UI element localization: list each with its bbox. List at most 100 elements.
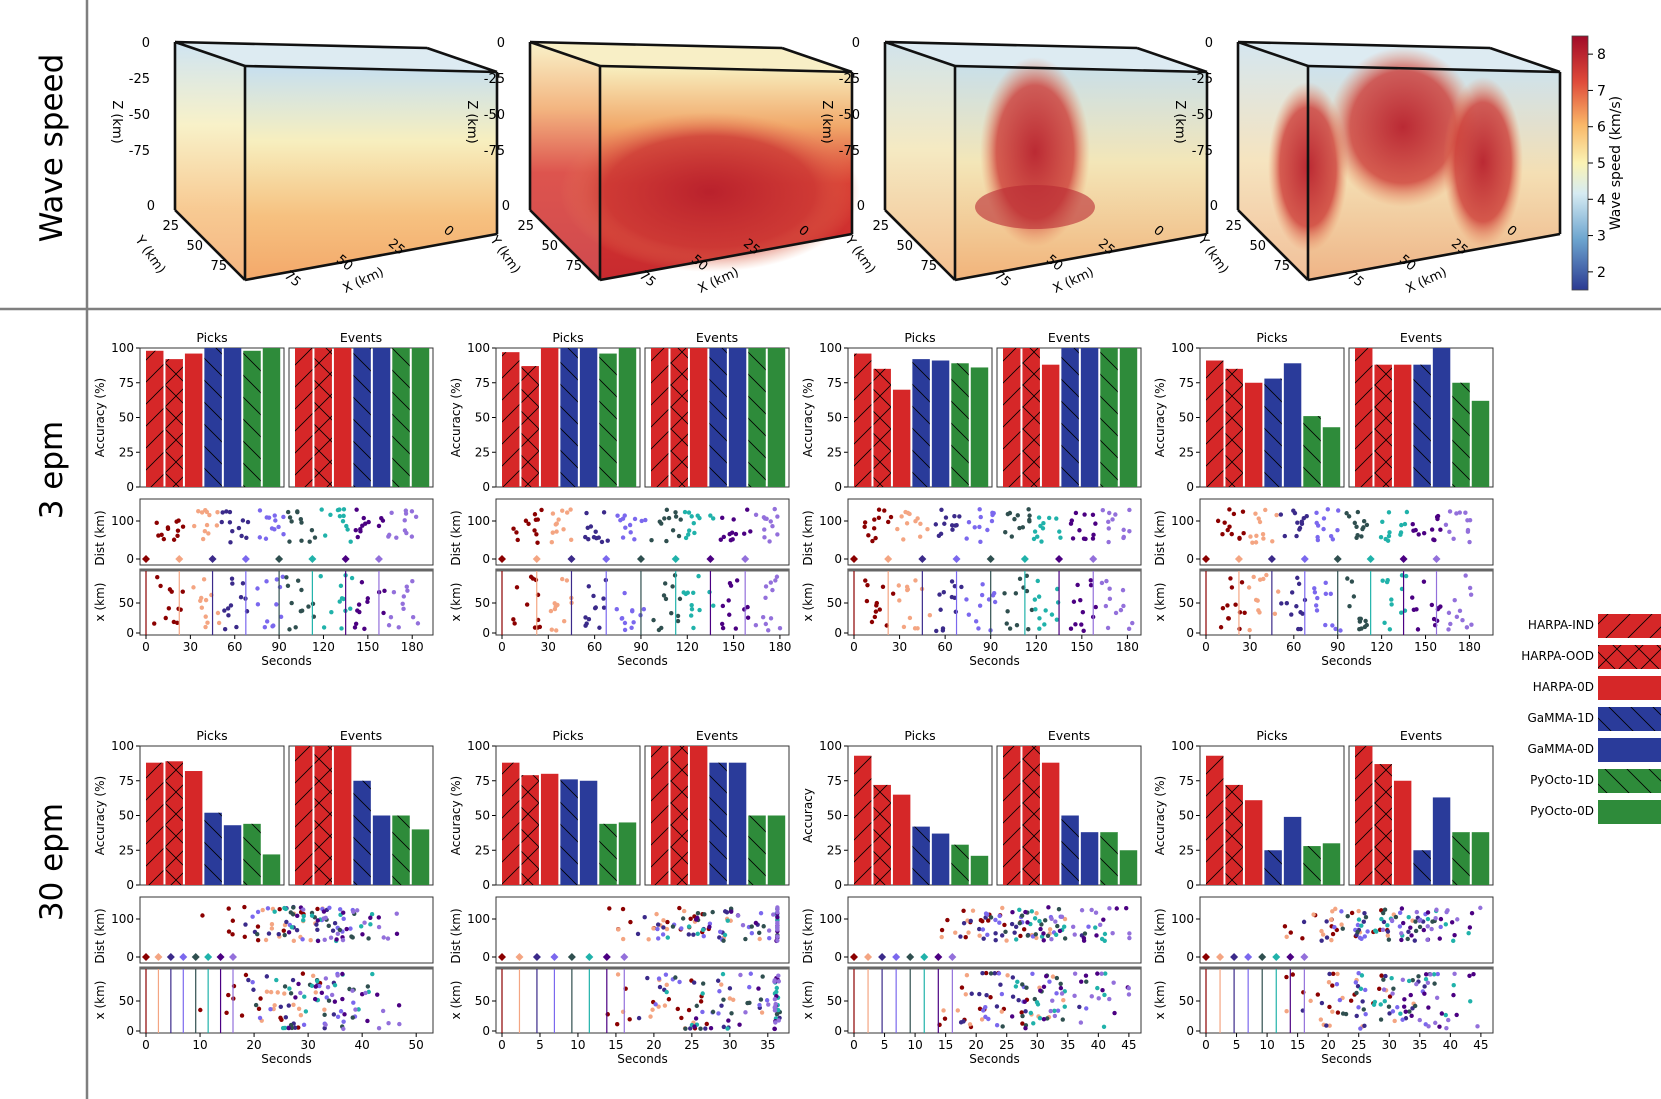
x-pick-point [1355, 984, 1361, 989]
dist-pick-point [1330, 931, 1336, 937]
bar-hatch [854, 353, 872, 487]
x-pick-point [1033, 607, 1038, 612]
dist-pick-point [632, 537, 637, 542]
dist-pick-point [1047, 927, 1053, 932]
dist-pick-point [766, 928, 772, 933]
dist-pick-point [1073, 510, 1079, 516]
dist-pick-point [686, 510, 692, 515]
x-pick-point [1379, 973, 1384, 978]
cube-z-label: Z (km) [109, 100, 124, 143]
x-pick-point [1084, 1006, 1089, 1011]
dist-pick-point [1090, 512, 1096, 517]
x-pick-point [1060, 1017, 1065, 1022]
cube-y-tick: 50 [541, 239, 558, 254]
x-pick-point [661, 593, 667, 598]
dist-pick-point [1438, 527, 1443, 532]
x-pick-point [988, 995, 993, 1000]
x-tick-label: 0 [126, 626, 134, 640]
dist-pick-point [742, 531, 747, 536]
bar-picks-harpa-0d [892, 389, 911, 487]
x-pick-point [1023, 1009, 1028, 1014]
dist-pick-point [1330, 909, 1335, 914]
accuracy-tick-label: 100 [1171, 739, 1194, 753]
x-pick-point [1099, 580, 1105, 586]
x-pick-point [1387, 627, 1393, 632]
dist-pick-point [1417, 924, 1423, 930]
dist-pick-point [1057, 529, 1062, 534]
event-marker [1272, 953, 1281, 961]
x-pick-point [673, 975, 678, 980]
dist-pick-point [1361, 919, 1366, 924]
event-marker [918, 555, 927, 563]
dist-pick-point [409, 534, 415, 539]
seconds-tick-label: 45 [1121, 1038, 1136, 1052]
dist-pick-point [240, 518, 246, 523]
dist-pick-point [1263, 507, 1268, 513]
x-pick-point [171, 619, 177, 625]
dist-pick-point [1039, 539, 1044, 544]
x-pick-point [720, 603, 726, 609]
x-pick-point [376, 1025, 382, 1031]
x-pick-point [733, 626, 739, 631]
accuracy-tick-label: 50 [1179, 809, 1194, 823]
x-pick-point [548, 608, 554, 614]
dist-pick-point [1261, 536, 1266, 541]
dist-pick-point [285, 509, 291, 515]
bar-events-harpa-0d [333, 348, 352, 487]
x-pick-point [296, 1025, 301, 1030]
dist-pick-point [1447, 529, 1452, 535]
dist-axes [847, 498, 1142, 566]
x-pick-point [622, 590, 627, 596]
x-pick-point [1354, 990, 1359, 996]
x-pick-point [1464, 625, 1470, 630]
x-pick-point [1429, 602, 1435, 608]
x-pick-point [1362, 1023, 1367, 1029]
dist-pick-point [673, 514, 679, 519]
dist-pick-point [903, 509, 908, 515]
x-pick-point [1389, 602, 1394, 607]
x-pick-point [224, 1010, 229, 1016]
x-pick-point [313, 990, 318, 995]
dist-pick-point [862, 524, 867, 530]
x-pick-point [768, 580, 774, 585]
dist-pick-point [156, 533, 161, 538]
x-pick-point [1382, 620, 1387, 626]
dist-pick-point [1352, 520, 1357, 526]
dist-pick-point [1385, 923, 1390, 928]
x-pick-point [1327, 971, 1332, 977]
x-pick-point [1356, 1005, 1361, 1010]
x-pick-point [912, 626, 918, 631]
dist-pick-point [728, 538, 734, 543]
dist-pick-point [326, 923, 331, 929]
x-pick-point [1000, 1024, 1005, 1029]
dist-pick-point [341, 910, 346, 915]
dist-pick-point [1077, 528, 1082, 533]
x-pick-point [1471, 971, 1476, 977]
event-marker [1202, 953, 1210, 961]
x-pick-point [1319, 1000, 1325, 1006]
bar-events-pyocto-0d [767, 348, 786, 487]
x-pick-point [721, 1024, 727, 1030]
dist-pick-point [888, 514, 894, 520]
x-pick-point [964, 972, 970, 978]
x-pick-point [959, 985, 965, 990]
x-pick-point [1402, 997, 1407, 1002]
x-pick-point [271, 1006, 276, 1012]
cube-z-label: Z (km) [819, 100, 834, 143]
x-pick-point [715, 978, 721, 983]
event-marker [241, 555, 250, 563]
x-pick-point [1315, 992, 1321, 997]
event-marker [1216, 953, 1225, 961]
x-pick-point [1077, 1004, 1082, 1010]
dist-pick-point [1425, 937, 1430, 943]
dist-tick-label: 100 [1171, 514, 1194, 528]
x-pick-point [979, 592, 985, 598]
seconds-tick-label: 120 [1370, 640, 1393, 654]
bar-picks-harpa-0d [184, 353, 203, 487]
dist-pick-point [228, 540, 233, 545]
dist-pick-point [1399, 937, 1404, 943]
dist-pick-point [768, 519, 773, 524]
x-pick-point [776, 979, 782, 984]
dist-pick-point [1451, 938, 1456, 944]
